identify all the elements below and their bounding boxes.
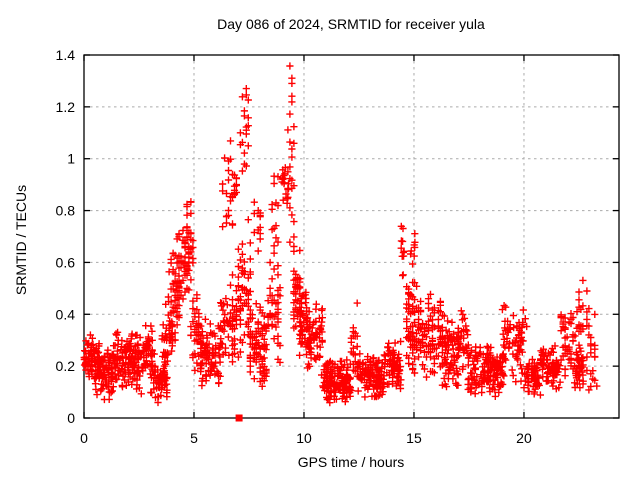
plot-border xyxy=(83,54,620,419)
x-tick-label: 10 xyxy=(296,430,312,446)
x-tick-label: 15 xyxy=(406,430,422,446)
y-tick-label: 0.8 xyxy=(56,203,76,219)
y-tick-label: 1.2 xyxy=(56,99,76,115)
y-tick-label: 0.6 xyxy=(56,254,76,270)
event-marker-square xyxy=(235,414,243,422)
data-points xyxy=(80,62,601,407)
y-tick-label: 1 xyxy=(67,151,75,167)
y-tick-label: 0.4 xyxy=(56,306,76,322)
x-tick-label: 0 xyxy=(80,430,88,446)
chart-title: Day 086 of 2024, SRMTID for receiver yul… xyxy=(217,16,485,32)
x-tick-label: 20 xyxy=(516,430,532,446)
x-tick-label: 5 xyxy=(190,430,198,446)
y-tick-label: 0 xyxy=(67,410,75,426)
x-axis-title: GPS time / hours xyxy=(297,454,405,470)
y-tick-label: 0.2 xyxy=(56,358,76,374)
y-tick-label: 1.4 xyxy=(56,47,76,63)
